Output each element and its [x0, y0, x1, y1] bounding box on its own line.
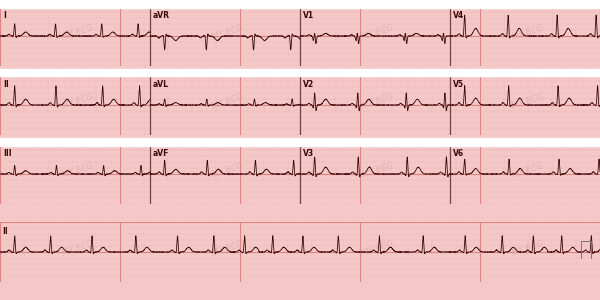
Text: MY ECG: MY ECG [361, 24, 395, 42]
Text: MY ECG: MY ECG [211, 162, 245, 180]
Text: MY ECG: MY ECG [361, 240, 395, 258]
Text: MY ECG: MY ECG [361, 162, 395, 180]
Text: V1: V1 [303, 11, 314, 20]
Text: MY ECG: MY ECG [211, 24, 245, 42]
Text: II: II [3, 80, 9, 89]
Text: MY ECG: MY ECG [361, 93, 395, 111]
Text: MY ECG: MY ECG [61, 162, 95, 180]
Text: aVF: aVF [153, 149, 169, 158]
Text: MY ECG: MY ECG [61, 240, 95, 258]
Text: MY ECG: MY ECG [511, 240, 545, 258]
Text: MY ECG: MY ECG [511, 24, 545, 42]
Text: MY ECG: MY ECG [211, 240, 245, 258]
Text: II: II [2, 227, 8, 236]
Text: aVR: aVR [153, 11, 170, 20]
Text: MY ECG: MY ECG [61, 93, 95, 111]
Text: V6: V6 [453, 149, 464, 158]
Text: V4: V4 [453, 11, 464, 20]
Text: V3: V3 [303, 149, 314, 158]
Text: MY ECG: MY ECG [511, 162, 545, 180]
Text: V2: V2 [303, 80, 314, 89]
Text: I: I [3, 11, 6, 20]
Text: MY ECG: MY ECG [211, 93, 245, 111]
Text: MY ECG: MY ECG [61, 24, 95, 42]
Text: V5: V5 [453, 80, 464, 89]
Text: MY ECG: MY ECG [511, 93, 545, 111]
Text: III: III [3, 149, 11, 158]
Text: aVL: aVL [153, 80, 169, 89]
